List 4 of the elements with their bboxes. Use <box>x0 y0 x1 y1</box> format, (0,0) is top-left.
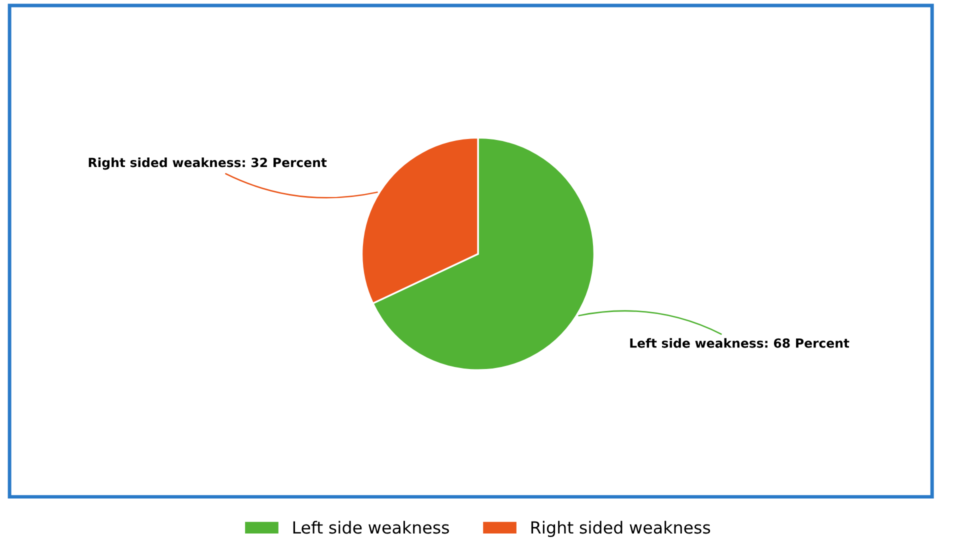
data-label: Right sided weakness: 32 Percent <box>88 158 327 170</box>
data-label: Left side weakness: 68 Percent <box>630 338 850 348</box>
legend-label: Right sided weakness <box>531 520 710 537</box>
legend-label: Left side weakness <box>293 520 449 534</box>
